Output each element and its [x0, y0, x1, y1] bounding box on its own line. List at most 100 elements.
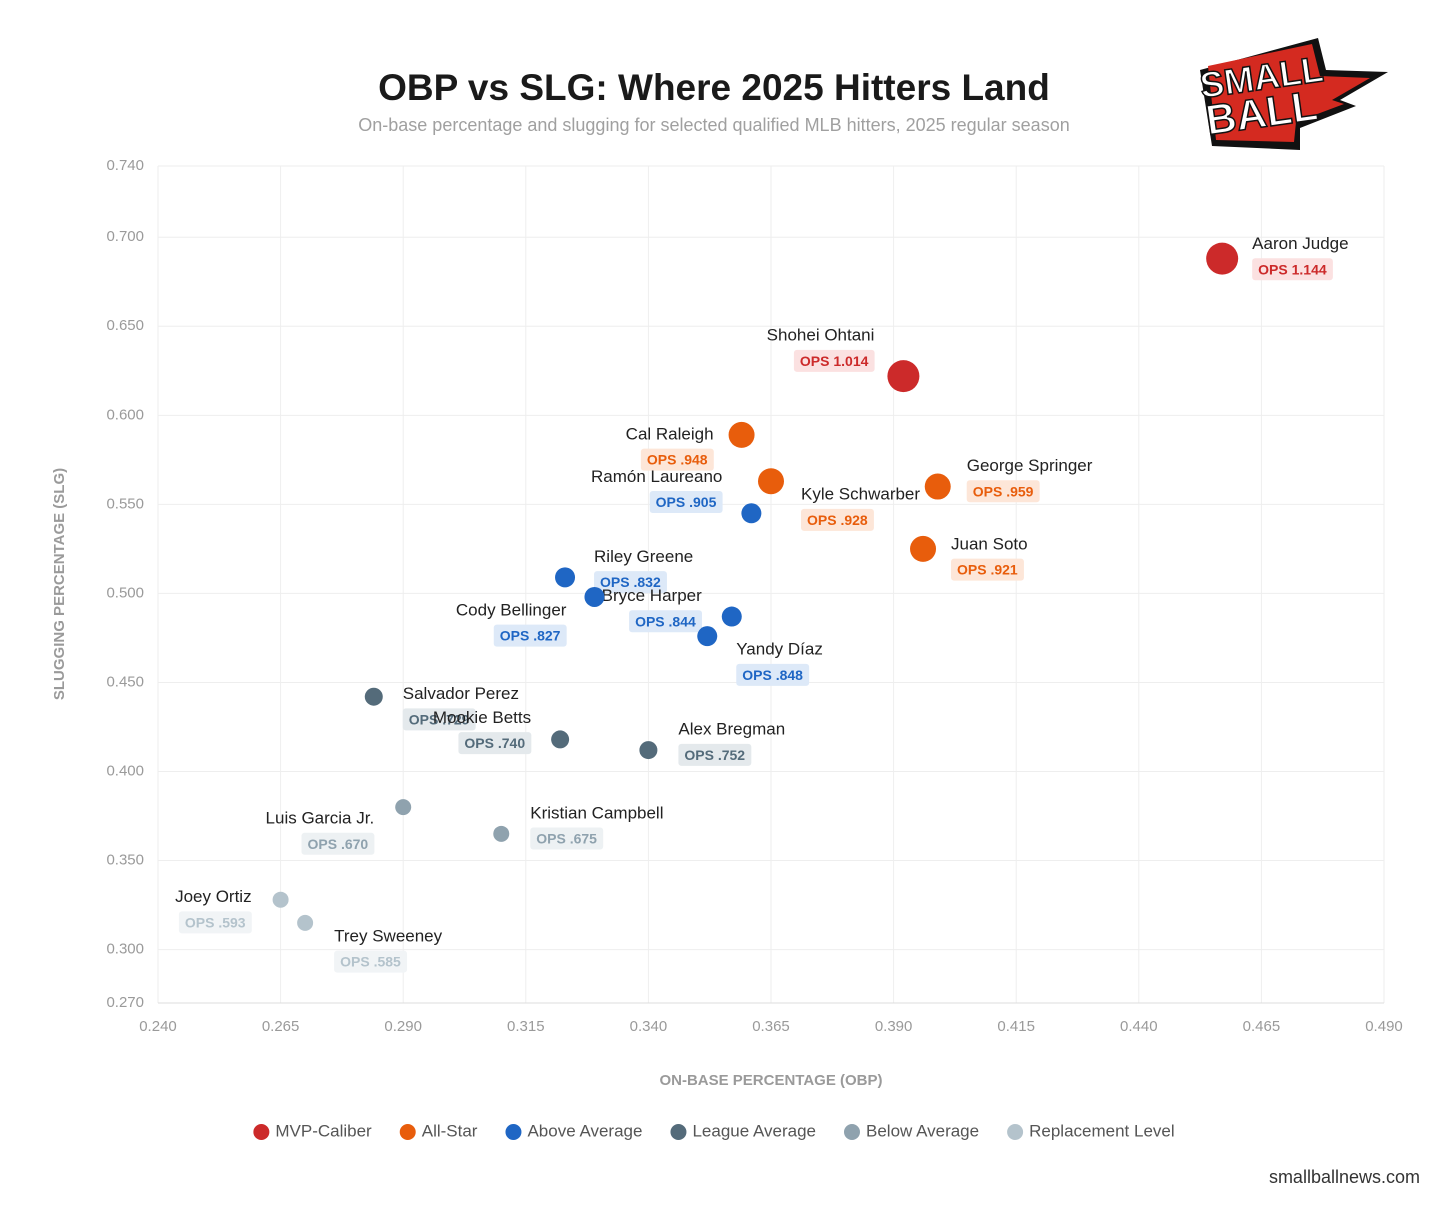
y-axis-label: SLUGGING PERCENTAGE (SLG)	[51, 468, 68, 700]
ops-badge	[402, 708, 476, 731]
x-tick-label: 0.265	[262, 1018, 300, 1035]
ops-badge	[640, 448, 714, 471]
ops-badge	[178, 911, 252, 934]
legend-item: All-Star	[399, 1121, 478, 1140]
ops-label: OPS .670	[307, 836, 368, 852]
player-name: Yandy Díaz	[736, 640, 823, 659]
point	[758, 468, 784, 495]
player-name: Ramón Laureano	[591, 467, 722, 486]
player-name: Aaron Judge	[1252, 234, 1348, 253]
point	[721, 606, 742, 627]
point	[910, 535, 937, 562]
y-tick-label: 0.740	[106, 157, 144, 174]
y-tick-label: 0.450	[106, 673, 144, 690]
legend-item: Below Average	[843, 1121, 979, 1140]
point	[584, 586, 605, 607]
x-tick-label: 0.465	[1243, 1018, 1281, 1035]
player-name: Salvador Perez	[403, 684, 519, 703]
logo-flag	[1208, 44, 1370, 142]
y-tick-label: 0.700	[106, 228, 144, 245]
point	[555, 567, 576, 588]
ops-badge	[801, 508, 874, 531]
legend-item: Replacement Level	[1007, 1121, 1175, 1140]
ops-badge	[649, 490, 723, 513]
y-tick-label: 0.500	[106, 584, 144, 601]
point	[639, 741, 658, 760]
player-name: Luis Garcia Jr.	[266, 809, 375, 828]
ops-label: OPS .921	[957, 562, 1018, 578]
legend-label: League Average	[692, 1121, 816, 1140]
ops-label: OPS .585	[340, 954, 401, 970]
player-name: Kyle Schwarber	[801, 485, 920, 504]
ops-badge	[493, 624, 567, 647]
point	[728, 421, 755, 448]
legend-label: Below Average	[866, 1121, 979, 1140]
player-name: Joey Ortiz	[175, 887, 252, 906]
point	[887, 360, 920, 393]
y-tick-label: 0.550	[106, 495, 144, 512]
footer: smallballnews.com	[1269, 1167, 1420, 1187]
ops-label: OPS .740	[464, 735, 525, 751]
ops-badge	[594, 571, 667, 594]
player-name: Juan Soto	[951, 534, 1028, 553]
y-tick-label: 0.400	[106, 762, 144, 779]
player-name: Alex Bregman	[678, 720, 785, 739]
point	[924, 473, 951, 500]
ops-label: OPS .848	[742, 667, 803, 683]
legend-label: Replacement Level	[1029, 1121, 1175, 1140]
legend-item: League Average	[670, 1121, 816, 1140]
player-name: Shohei Ohtani	[767, 326, 875, 345]
x-tick-label: 0.490	[1365, 1018, 1403, 1035]
chart-subtitle: On-base percentage and slugging for sele…	[358, 115, 1069, 135]
labels: Aaron Judge OPS 1.144 Shohei Ohtani OPS 1.0…	[175, 234, 1349, 973]
legend-item: MVP-Caliber	[253, 1121, 372, 1140]
logo: SMALL BALL	[1197, 38, 1388, 150]
ops-label: OPS 1.144	[1258, 261, 1327, 277]
player-name: Mookie Betts	[433, 708, 531, 727]
x-axis-label: ON-BASE PERCENTAGE (OBP)	[659, 1072, 882, 1089]
point	[741, 503, 762, 524]
point	[297, 914, 314, 931]
x-tick-label: 0.440	[1120, 1018, 1158, 1035]
y-tick-label: 0.650	[106, 317, 144, 334]
grid	[157, 165, 1385, 1004]
x-tick-label: 0.240	[139, 1018, 177, 1035]
ops-label: OPS .832	[600, 574, 661, 590]
ops-label: OPS .948	[647, 452, 708, 468]
ops-label: OPS .959	[973, 483, 1034, 499]
ops-badge	[334, 950, 408, 973]
legend-swatch	[670, 1124, 687, 1140]
chart-title: OBP vs SLG: Where 2025 Hitters Land	[378, 67, 1050, 108]
ops-badge	[458, 732, 532, 755]
ops-badge	[678, 743, 752, 766]
x-tick-label: 0.340	[630, 1018, 668, 1035]
point	[493, 825, 510, 842]
x-tick-label: 0.390	[875, 1018, 913, 1035]
ops-badge	[301, 832, 375, 855]
player-name: Kristian Campbell	[530, 803, 663, 822]
x-tick-label: 0.315	[507, 1018, 545, 1035]
ops-label: OPS .928	[807, 512, 868, 528]
legend-swatch	[399, 1124, 416, 1140]
ops-label: OPS .593	[185, 914, 246, 930]
player-name: Riley Greene	[594, 547, 693, 566]
x-tick-label: 0.290	[384, 1018, 422, 1035]
ops-badge	[951, 558, 1024, 581]
x-tick-label: 0.365	[752, 1018, 790, 1035]
legend-label: All-Star	[422, 1121, 478, 1140]
ops-label: OPS .729	[409, 711, 470, 727]
ops-badge	[1252, 258, 1333, 281]
point	[697, 626, 718, 647]
x-tick-label: 0.415	[997, 1018, 1035, 1035]
player-name: Trey Sweeney	[334, 926, 443, 945]
ops-badge	[629, 610, 702, 633]
legend: MVP-Caliber All-Star Above Average League A…	[253, 1121, 1175, 1140]
y-tick-label: 0.270	[106, 994, 144, 1011]
ops-label: OPS .675	[536, 831, 597, 847]
legend-swatch	[843, 1124, 860, 1140]
legend-label: Above Average	[527, 1121, 642, 1140]
point	[1206, 242, 1239, 275]
legend-swatch	[505, 1124, 522, 1140]
ops-label: OPS .752	[684, 747, 745, 763]
